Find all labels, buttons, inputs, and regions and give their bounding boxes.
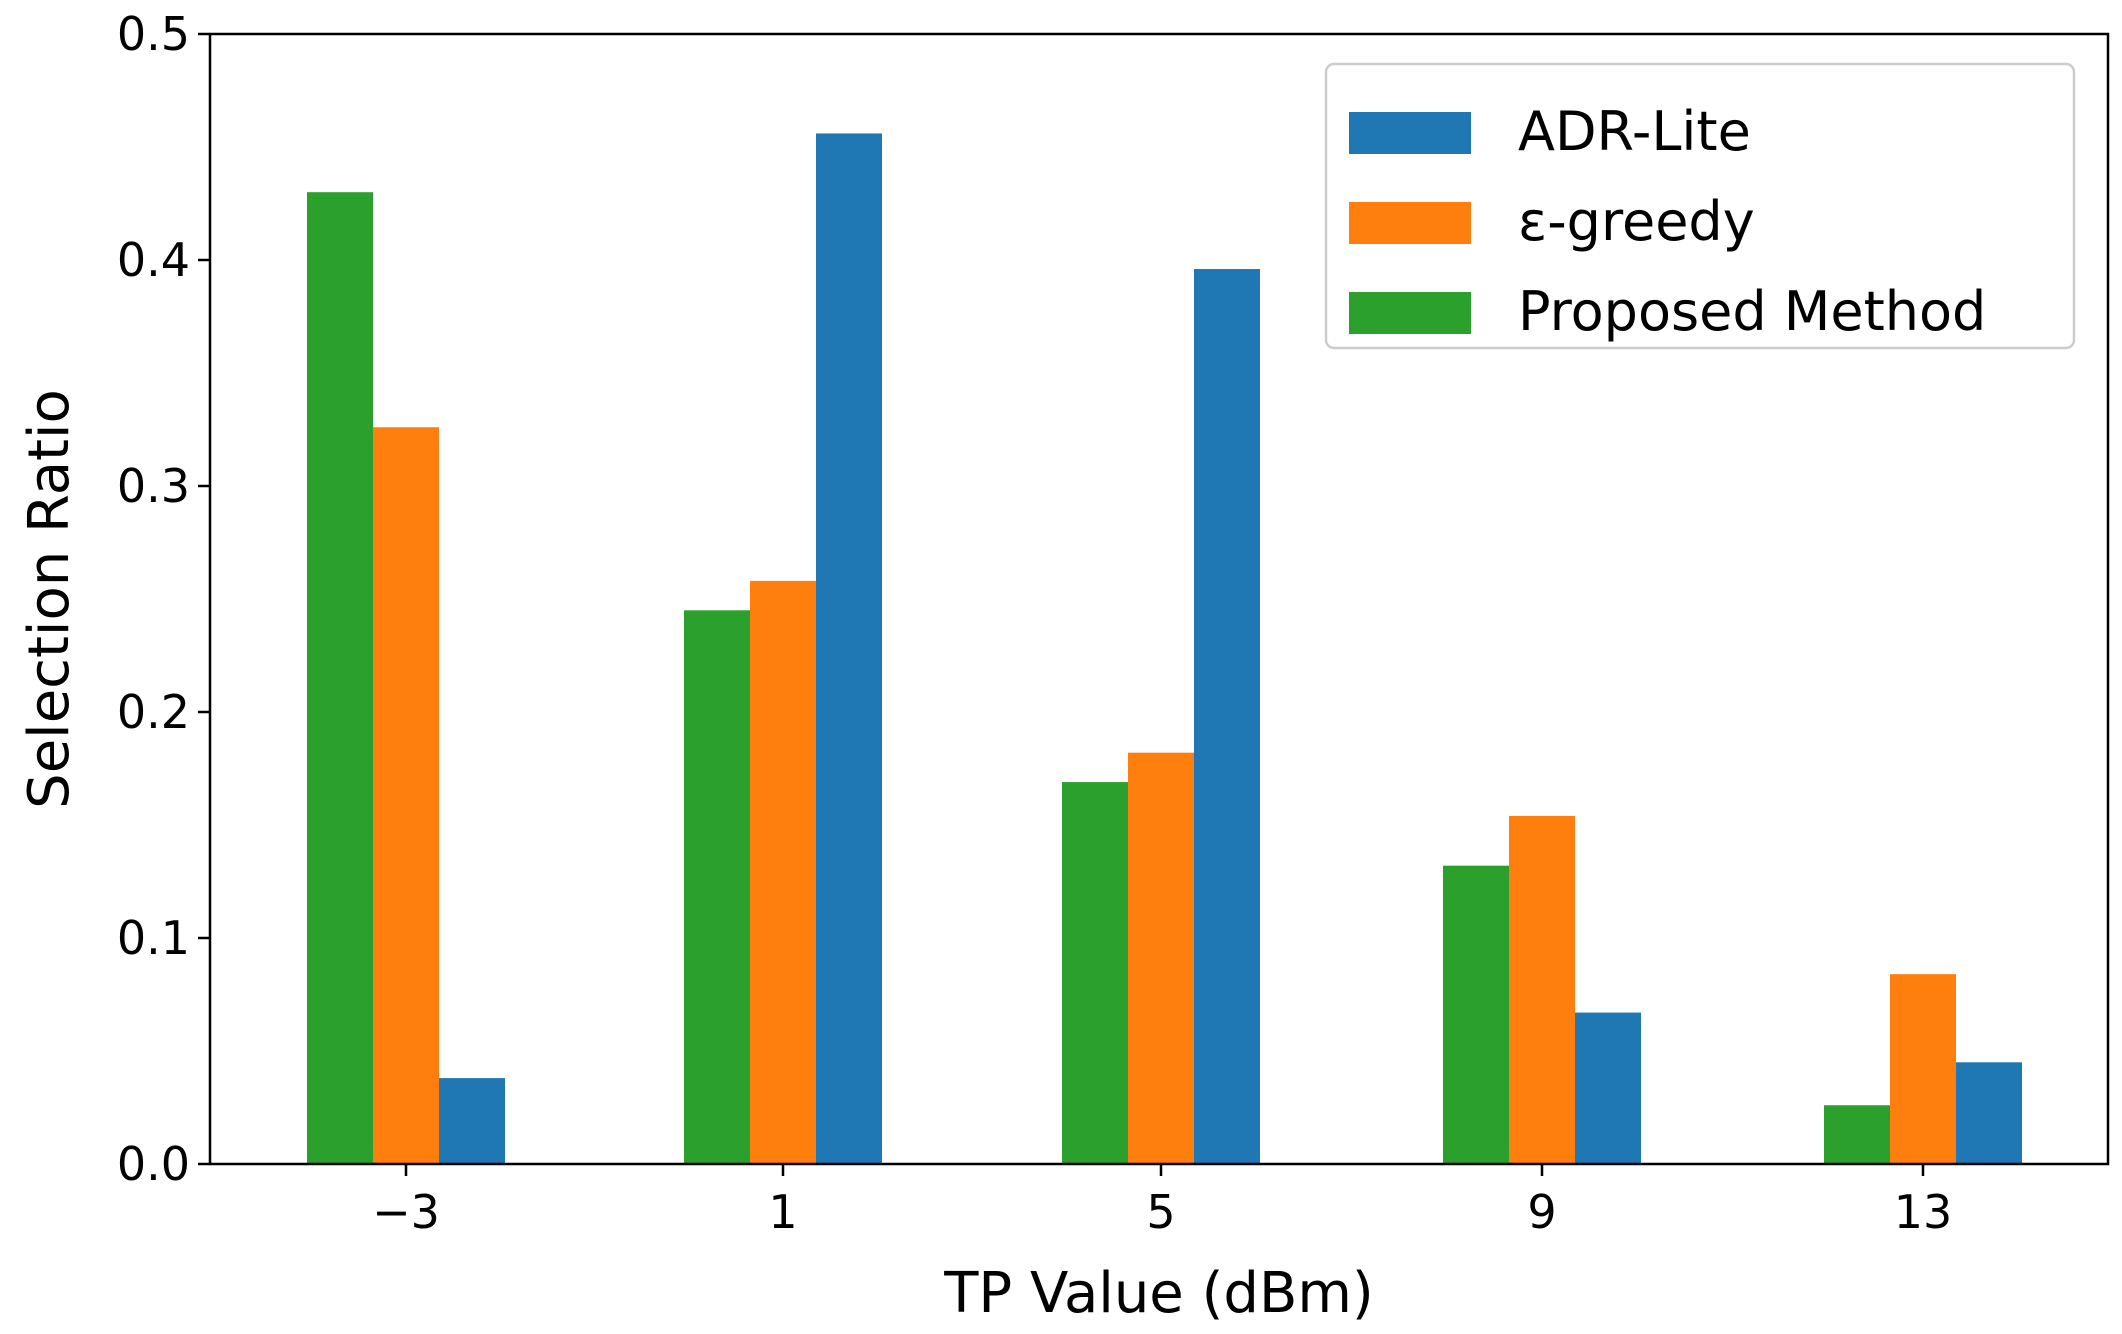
bar--greedy-4 [1890, 974, 1956, 1164]
bar-adr-lite-3 [1575, 1012, 1641, 1164]
y-tick-label: 0.4 [117, 233, 190, 287]
y-tick-label: 0.5 [117, 7, 190, 61]
plot-frame [208, 32, 2110, 1166]
x-tick-label: −3 [372, 1185, 440, 1239]
bar-adr-lite-0 [439, 1078, 505, 1164]
bar-proposed-method-0 [307, 192, 373, 1164]
legend-box [1324, 62, 2076, 350]
bar--greedy-0 [373, 427, 439, 1164]
bar-proposed-method-2 [1062, 782, 1128, 1164]
y-tick-label: 0.3 [117, 459, 190, 513]
y-axis: 0.0 0.1 0.2 0.3 0.4 0.5 [117, 7, 210, 1191]
bar--greedy-1 [750, 580, 816, 1164]
legend-swatch [1349, 112, 1471, 154]
legend-swatch [1349, 292, 1471, 334]
bar-proposed-method-1 [684, 610, 750, 1164]
bar-adr-lite-1 [816, 133, 882, 1165]
x-tick-label: 5 [1146, 1185, 1175, 1239]
legend-swatch [1349, 202, 1471, 244]
bar-adr-lite-2 [1194, 269, 1260, 1164]
bar-adr-lite-4 [1956, 1062, 2022, 1164]
bar--greedy-3 [1509, 815, 1575, 1164]
x-axis-title: TP Value (dBm) [943, 1261, 1374, 1326]
bar--greedy-2 [1128, 752, 1194, 1164]
x-tick-label: 13 [1894, 1185, 1953, 1239]
x-tick-label: 1 [768, 1185, 797, 1239]
y-tick-label: 0.0 [117, 1137, 190, 1191]
legend-label: Proposed Method [1518, 280, 1986, 343]
y-axis-title: Selection Ratio [17, 389, 82, 809]
x-tick-label: 9 [1527, 1185, 1556, 1239]
legend-label: ε-greedy [1518, 190, 1755, 253]
y-tick-label: 0.2 [117, 685, 190, 739]
bar-proposed-method-3 [1443, 865, 1509, 1164]
bars-layer [307, 133, 2022, 1165]
legend: ADR-Lite ε-greedy Proposed Method [1324, 62, 2076, 350]
x-axis: −3 1 5 9 13 [372, 1164, 1952, 1239]
legend-label: ADR-Lite [1518, 100, 1751, 163]
y-tick-label: 0.1 [117, 911, 190, 965]
bar-proposed-method-4 [1824, 1105, 1890, 1164]
